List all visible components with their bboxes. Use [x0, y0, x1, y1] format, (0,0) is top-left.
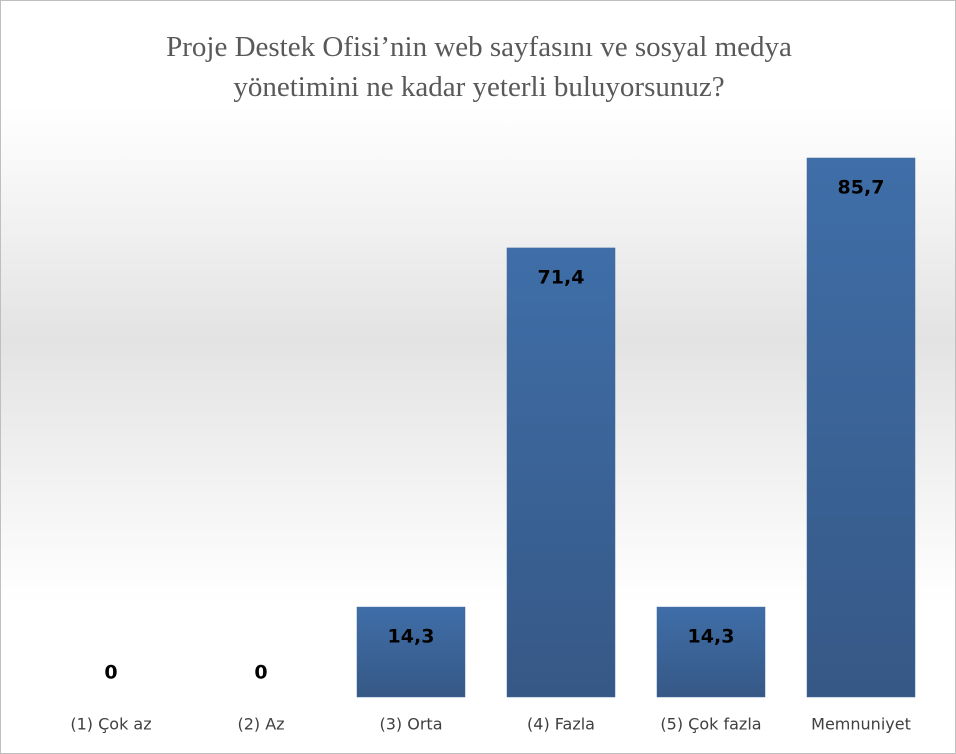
value-label: 14,3 — [688, 626, 735, 648]
bar — [656, 606, 766, 698]
x-tick-label: (1) Çok az — [70, 715, 151, 734]
x-tick-label: (2) Az — [237, 715, 284, 734]
value-label: 14,3 — [388, 626, 435, 648]
x-tick-label: (5) Çok fazla — [660, 715, 761, 734]
value-label: 71,4 — [538, 266, 585, 288]
value-label: 85,7 — [838, 177, 885, 199]
value-label: 0 — [104, 662, 117, 684]
x-tick-label: (3) Orta — [380, 715, 443, 734]
bar — [506, 247, 616, 698]
bar — [806, 157, 916, 698]
chart-title: Proje Destek Ofisi’nin web sayfasını ve … — [166, 31, 792, 103]
bar — [356, 606, 466, 698]
x-tick-label: Memnuniyet — [811, 715, 911, 734]
x-tick-label: (4) Fazla — [527, 715, 595, 734]
value-label: 0 — [254, 662, 267, 684]
